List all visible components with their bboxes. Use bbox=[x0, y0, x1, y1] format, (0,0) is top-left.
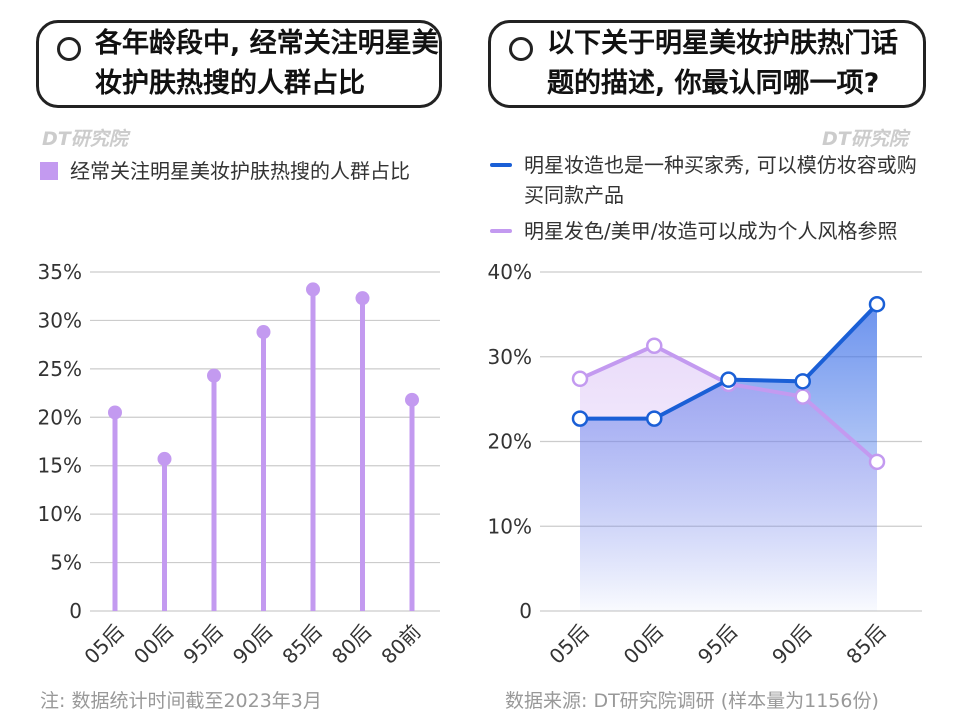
x-tick-label: 95后 bbox=[178, 620, 227, 669]
legend-item: 明星发色/美甲/妆造可以成为个人风格参照 bbox=[490, 216, 930, 246]
y-tick-label: 5% bbox=[50, 551, 82, 575]
x-tick-label: 85后 bbox=[277, 620, 326, 669]
lollipop bbox=[207, 368, 221, 611]
y-tick-label: 40% bbox=[488, 260, 532, 284]
y-tick-label: 30% bbox=[38, 308, 82, 332]
lollipop bbox=[405, 392, 419, 611]
point bbox=[720, 371, 737, 388]
dot bbox=[157, 451, 172, 466]
legend: 明星妆造也是一种买家秀, 可以模仿妆容或购买同款产品明星发色/美甲/妆造可以成为… bbox=[490, 150, 930, 252]
point bbox=[571, 370, 589, 388]
chart-title: 各年龄段中, 经常关注明星美妆护肤热搜的人群占比 bbox=[95, 28, 439, 99]
x-tick-label: 80后 bbox=[327, 620, 376, 669]
title-box: 各年龄段中, 经常关注明星美妆护肤热搜的人群占比 bbox=[36, 20, 442, 108]
legend-label: 经常关注明星美妆护肤热搜的人群占比 bbox=[70, 159, 410, 183]
watermark: DT研究院 bbox=[822, 128, 908, 150]
lollipop bbox=[306, 282, 320, 611]
dot bbox=[207, 368, 221, 383]
point bbox=[794, 388, 811, 405]
lollipop bbox=[157, 451, 172, 611]
x-tick-label: 05后 bbox=[544, 620, 593, 669]
dot bbox=[355, 291, 370, 306]
y-tick-label: 10% bbox=[38, 502, 82, 526]
y-tick-label: 0 bbox=[519, 599, 532, 623]
watermark: DT研究院 bbox=[42, 128, 128, 150]
lollipop bbox=[256, 325, 271, 611]
lollipop bbox=[108, 405, 122, 611]
dot bbox=[256, 325, 271, 340]
y-tick-label: 20% bbox=[488, 430, 532, 454]
note: 注: 数据统计时间截至2023年3月 bbox=[40, 690, 322, 712]
legend: 经常关注明星美妆护肤热搜的人群占比 bbox=[40, 156, 420, 192]
legend-label: 明星妆造也是一种买家秀, 可以模仿妆容或购买同款产品 bbox=[524, 153, 917, 207]
legend-item: 经常关注明星美妆护肤热搜的人群占比 bbox=[40, 156, 420, 186]
y-tick-label: 10% bbox=[488, 514, 532, 538]
title-box: 以下关于明星美妆护肤热门话题的描述, 你最认同哪一项? bbox=[488, 20, 926, 108]
x-tick-label: 05后 bbox=[79, 620, 128, 669]
source: 数据来源: DT研究院调研 (样本量为1156份) bbox=[505, 690, 879, 712]
y-tick-label: 25% bbox=[38, 357, 82, 381]
x-tick-label: 00后 bbox=[619, 620, 668, 669]
dot bbox=[306, 282, 320, 297]
y-tick-label: 20% bbox=[38, 405, 82, 429]
x-tick-label: 90后 bbox=[228, 620, 277, 669]
y-tick-label: 15% bbox=[38, 454, 82, 478]
point bbox=[646, 410, 663, 427]
legend-swatch bbox=[490, 229, 512, 233]
x-tick-label: 85后 bbox=[841, 620, 890, 669]
x-tick-label: 80前 bbox=[376, 620, 425, 669]
dot bbox=[405, 392, 419, 407]
y-tick-label: 35% bbox=[38, 260, 82, 284]
point bbox=[646, 337, 663, 354]
dot bbox=[108, 405, 122, 420]
point bbox=[571, 410, 589, 427]
point bbox=[868, 453, 886, 471]
legend-swatch bbox=[40, 162, 58, 180]
lollipop bbox=[355, 291, 370, 611]
legend-item: 明星妆造也是一种买家秀, 可以模仿妆容或购买同款产品 bbox=[490, 150, 930, 210]
x-tick-label: 00后 bbox=[129, 620, 178, 669]
point bbox=[868, 295, 886, 313]
x-tick-label: 90后 bbox=[767, 620, 816, 669]
legend-swatch bbox=[490, 163, 512, 167]
chart-title: 以下关于明星美妆护肤热门话题的描述, 你最认同哪一项? bbox=[547, 28, 898, 99]
x-tick-label: 95后 bbox=[693, 620, 742, 669]
y-tick-label: 0 bbox=[69, 599, 82, 623]
point bbox=[794, 373, 811, 390]
legend-label: 明星发色/美甲/妆造可以成为个人风格参照 bbox=[524, 219, 898, 243]
y-tick-label: 30% bbox=[488, 345, 532, 369]
